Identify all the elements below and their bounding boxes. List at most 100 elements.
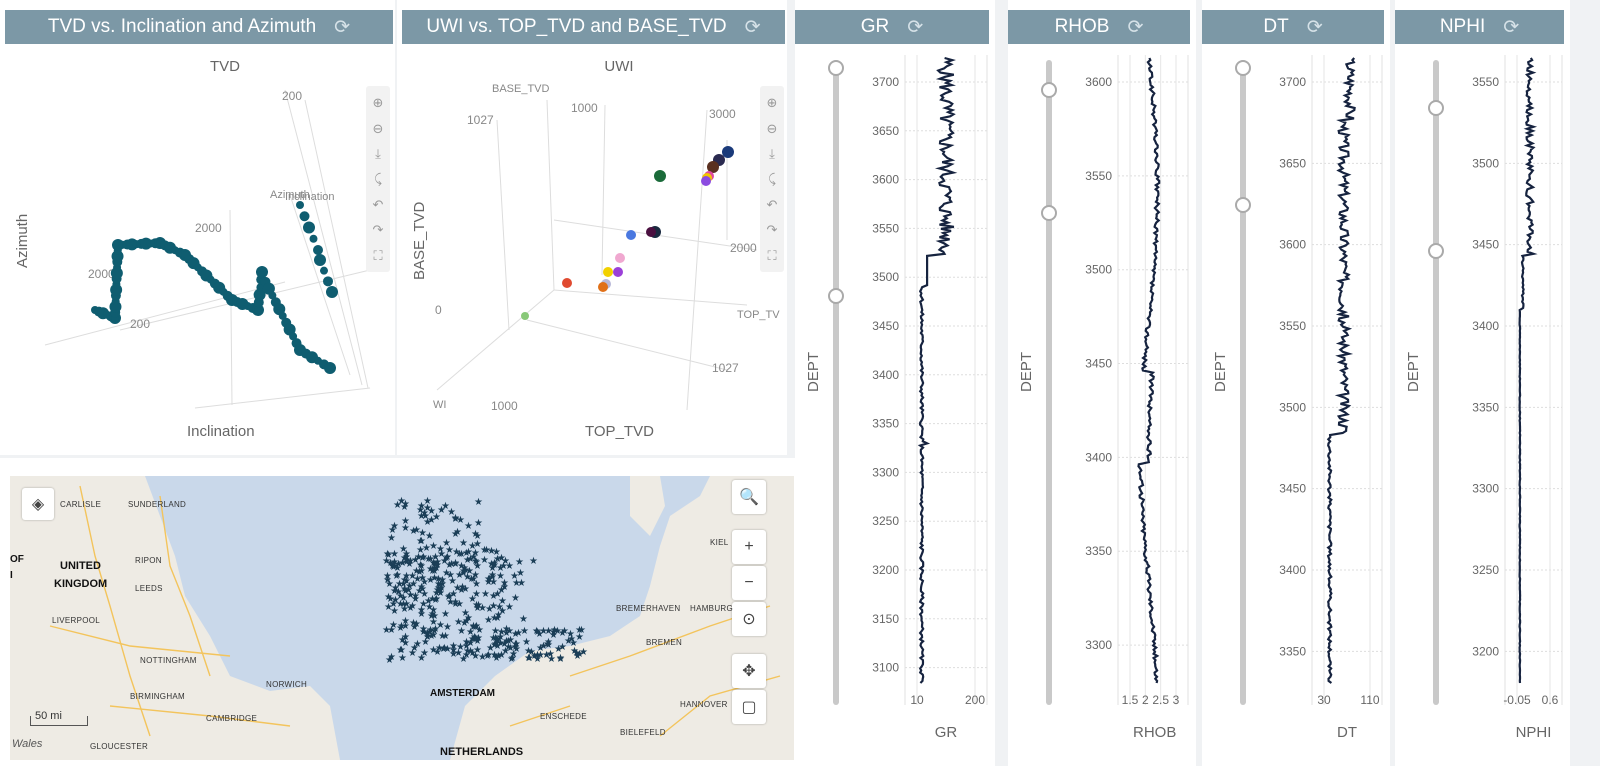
refresh-icon[interactable]: ⟳ (744, 16, 761, 38)
zoom-out-icon[interactable]: ⊖ (766, 120, 778, 136)
city-label: NOTTINGHAM (140, 656, 197, 665)
xtick-label: 200 (965, 693, 985, 707)
well-star: ★ (493, 641, 502, 652)
refresh-icon[interactable]: ⟳ (334, 16, 351, 38)
slider-handle-bottom[interactable] (828, 288, 844, 304)
slider-handle-bottom[interactable] (1428, 243, 1444, 259)
rhob-xlabel: RHOB (1133, 724, 1177, 741)
ytick-label: 3150 (872, 612, 899, 626)
rotate-right-icon[interactable]: ↷ (766, 222, 778, 238)
slider-handle-bottom[interactable] (1235, 197, 1251, 213)
gr-depth-slider[interactable] (828, 60, 844, 705)
slider-handle-bottom[interactable] (1041, 205, 1057, 221)
well-star: ★ (419, 599, 428, 610)
select-box-button[interactable]: ▢ (732, 690, 766, 724)
well-star: ★ (453, 527, 462, 538)
ytick-label: 3400 (1472, 319, 1499, 333)
well-star: ★ (556, 654, 565, 665)
well-star: ★ (454, 648, 463, 659)
axis-top-tv-label: TOP_TV (737, 309, 780, 321)
well-star: ★ (389, 562, 398, 573)
nphi-log-plot[interactable]: 3550 3500 3450 3400 3350 3300 3250 3200 -0.05 0.6 (1395, 0, 1570, 766)
well-star: ★ (436, 585, 445, 596)
zoom-in-button[interactable]: + (732, 530, 766, 564)
move-button[interactable]: ✥ (732, 654, 766, 688)
well-star: ★ (468, 541, 477, 552)
well-star: ★ (437, 505, 446, 516)
refresh-icon[interactable]: ⟳ (1503, 16, 1520, 38)
well-star: ★ (393, 500, 402, 511)
well-star: ★ (399, 579, 408, 590)
zoom-in-icon[interactable]: ⊕ (766, 95, 778, 111)
well-star: ★ (432, 563, 441, 574)
well-map[interactable]: ◈ 🔍 + − ⊙ ✥ ▢ ★ ★ ★ ★ ★ ★ ★ ★ ★ ★ ★ ★ ★ ★ ★ ★ ★ ★ ★ ★ ★ ★ ★ ★ ★ ★… (10, 476, 794, 760)
ytick-label: 3650 (872, 124, 899, 138)
well-star: ★ (473, 645, 482, 656)
well-star: ★ (489, 633, 498, 644)
well-star: ★ (544, 626, 553, 637)
xtick-label: 2.5 (1152, 693, 1169, 707)
locate-button[interactable]: ⊙ (732, 602, 766, 636)
dt-log-plot[interactable]: 3700 3650 3600 3550 3500 3450 3400 3350 30 110 (1202, 0, 1390, 766)
ytick-label: 3700 (872, 75, 899, 89)
rotate-left-icon[interactable]: ↶ (372, 196, 384, 212)
reset-view-icon[interactable]: ⛶ (767, 247, 777, 263)
well-star: ★ (511, 642, 520, 653)
well-star: ★ (398, 635, 407, 646)
uwi-3d-plot[interactable]: BASE_TVD 1027 1000 3000 2000 0 TOP_TV 10… (397, 0, 787, 455)
tvd-3d-plot[interactable]: 200 2000 2000 200 Azimuth Inclination (0, 0, 395, 455)
gr-log-panel: GR ⟳ DEPT 3700 3650 3600 3550 3500 3450 3400 3350 3… (795, 0, 995, 766)
gr-log-plot[interactable]: 3700 3650 3600 3550 3500 3450 3400 3350 3300 3250… (795, 0, 995, 766)
well-star: ★ (566, 629, 575, 640)
refresh-icon[interactable]: ⟳ (1127, 16, 1144, 38)
well-star: ★ (525, 653, 534, 664)
tvd-point (258, 271, 266, 279)
well-star: ★ (402, 576, 411, 587)
pan-icon[interactable]: ⤓ (375, 146, 381, 162)
well-star: ★ (471, 633, 480, 644)
tvd-panel-header: TVD vs. Inclination and Azimuth ⟳ (5, 10, 393, 44)
well-star: ★ (556, 653, 565, 664)
well-star: ★ (392, 571, 401, 582)
uwi-point (646, 227, 656, 237)
refresh-icon[interactable]: ⟳ (907, 16, 924, 38)
well-star: ★ (408, 648, 417, 659)
well-star: ★ (434, 574, 443, 585)
well-star: ★ (550, 625, 559, 636)
reset-view-icon[interactable]: ⛶ (373, 247, 383, 263)
orbit-icon[interactable]: ⤹ (768, 171, 776, 187)
zoom-out-icon[interactable]: ⊖ (372, 120, 384, 136)
zoom-out-button[interactable]: − (732, 566, 766, 600)
slider-handle-top[interactable] (1428, 100, 1444, 116)
slider-handle-top[interactable] (828, 60, 844, 76)
pan-icon[interactable]: ⤓ (769, 146, 775, 162)
well-star: ★ (427, 506, 436, 517)
layers-button[interactable]: ◈ (22, 488, 54, 520)
well-star: ★ (483, 651, 492, 662)
well-star: ★ (482, 545, 491, 556)
orbit-icon[interactable]: ⤹ (374, 171, 382, 187)
gr-panel-header: GR ⟳ (795, 10, 989, 44)
zoom-in-icon[interactable]: ⊕ (372, 95, 384, 111)
tvd-ylabel: Azimuth (14, 213, 31, 268)
well-star: ★ (444, 592, 453, 603)
refresh-icon[interactable]: ⟳ (1306, 16, 1323, 38)
ytick-label: 3700 (1279, 75, 1306, 89)
well-star: ★ (492, 634, 501, 645)
rhob-depth-slider[interactable] (1041, 60, 1057, 705)
slider-handle-top[interactable] (1041, 82, 1057, 98)
nphi-depth-slider[interactable] (1428, 60, 1444, 705)
rhob-curve (1137, 57, 1161, 684)
map-search-button[interactable]: 🔍 (732, 480, 766, 514)
well-star: ★ (410, 622, 419, 633)
slider-handle-top[interactable] (1235, 60, 1251, 76)
well-star: ★ (499, 561, 508, 572)
well-star: ★ (512, 644, 521, 655)
rhob-log-plot[interactable]: 3600 3550 3500 3450 3400 3350 3300 1.5 2 2.5 3 (1008, 0, 1196, 766)
well-star: ★ (399, 593, 408, 604)
rotate-left-icon[interactable]: ↶ (766, 196, 778, 212)
well-star: ★ (502, 628, 511, 639)
rotate-right-icon[interactable]: ↷ (372, 222, 384, 238)
dt-depth-slider[interactable] (1235, 60, 1251, 705)
ytick-label: 3350 (872, 417, 899, 431)
